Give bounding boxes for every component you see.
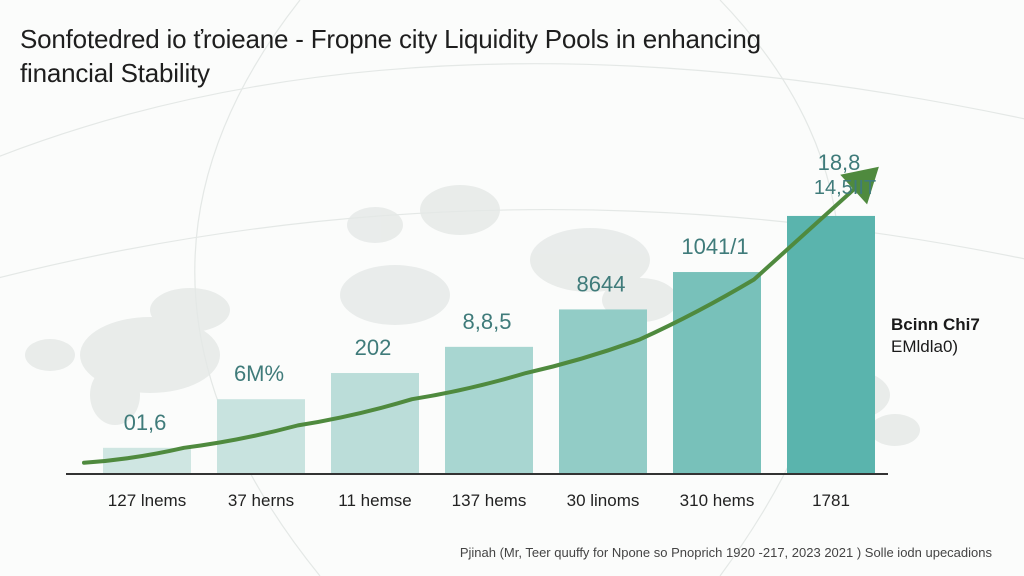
annotation-line-1: Bcinn Chi7	[891, 315, 980, 334]
data-labels-layer: 01,6 6M% 202 8,8,5 8644 1041/1 18,814,5IIT	[124, 150, 877, 435]
x-tick-label: 1781	[812, 491, 850, 510]
data-label: 6M%	[234, 361, 284, 386]
x-tick-label: 127 lnems	[108, 491, 186, 510]
bar	[217, 399, 305, 474]
data-label-secondary: 14,5IIT	[814, 177, 876, 199]
annotation-line-2: EMldla0)	[891, 337, 959, 356]
bar	[673, 272, 761, 474]
data-label: 01,6	[124, 410, 167, 435]
x-tick-label: 30 linoms	[567, 491, 640, 510]
x-tick-labels-layer: 127 lnems 37 herns 11 hemse 137 hems 30 lino…	[108, 491, 850, 510]
side-annotation: Bcinn Chi7 EMldla0)	[891, 314, 980, 358]
bar	[559, 309, 647, 474]
title-line-1: Sonfotedred io ťroieane - Fropne city Li…	[20, 24, 761, 54]
data-label: 202	[355, 335, 392, 360]
bar	[331, 373, 419, 474]
x-tick-label: 37 herns	[228, 491, 294, 510]
trend-line	[82, 172, 872, 465]
source-note: Pjinah (Mr, Teer quuffy for Npone so Pno…	[459, 545, 992, 560]
x-tick-label: 11 hemse	[338, 491, 411, 510]
x-tick-label: 137 hems	[452, 491, 527, 510]
data-label: 18,8	[818, 150, 861, 175]
bar	[445, 346, 533, 474]
trend-line-layer	[82, 166, 879, 465]
trend-arrowhead	[840, 166, 879, 205]
x-tick-label: 310 hems	[680, 491, 755, 510]
data-label: 8644	[577, 271, 626, 296]
data-label: 8,8,5	[463, 309, 512, 334]
chart-title: Sonfotedred io ťroieane - Fropne city Li…	[20, 22, 880, 90]
bar	[787, 215, 875, 474]
title-line-2: financial Stability	[20, 58, 210, 88]
data-label: 1041/1	[681, 234, 748, 259]
bars-layer	[103, 215, 875, 474]
